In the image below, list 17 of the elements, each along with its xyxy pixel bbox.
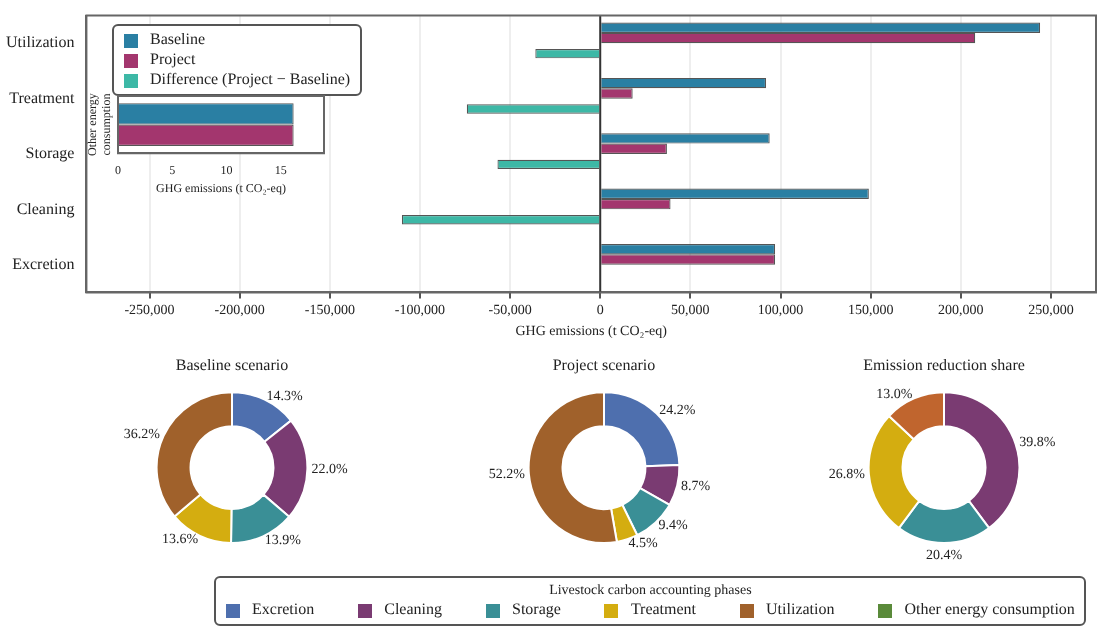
chart-title: Emission reduction share xyxy=(863,355,1026,374)
y-tick-label: Excretion xyxy=(12,254,75,273)
legend-label: Project xyxy=(150,50,196,70)
y-tick-label: Cleaning xyxy=(16,199,75,218)
legend-label: Utilization xyxy=(766,600,835,620)
legend-label: Cleaning xyxy=(384,600,442,620)
chart-title: Project scenario xyxy=(552,355,656,374)
y-tick-label: Storage xyxy=(25,144,76,163)
y-tick-label: Utilization xyxy=(5,33,75,52)
legend-label: Difference (Project − Baseline) xyxy=(150,70,351,90)
y-tick-label: Treatment xyxy=(9,88,76,107)
legend-label: Treatment xyxy=(630,600,697,620)
legend-label: Other energy consumption xyxy=(904,600,1075,620)
chart-title: Baseline scenario xyxy=(175,355,289,374)
legend-label: Storage xyxy=(512,600,561,620)
legend-label: Excretion xyxy=(252,600,315,620)
legend-label: Baseline xyxy=(150,30,206,50)
